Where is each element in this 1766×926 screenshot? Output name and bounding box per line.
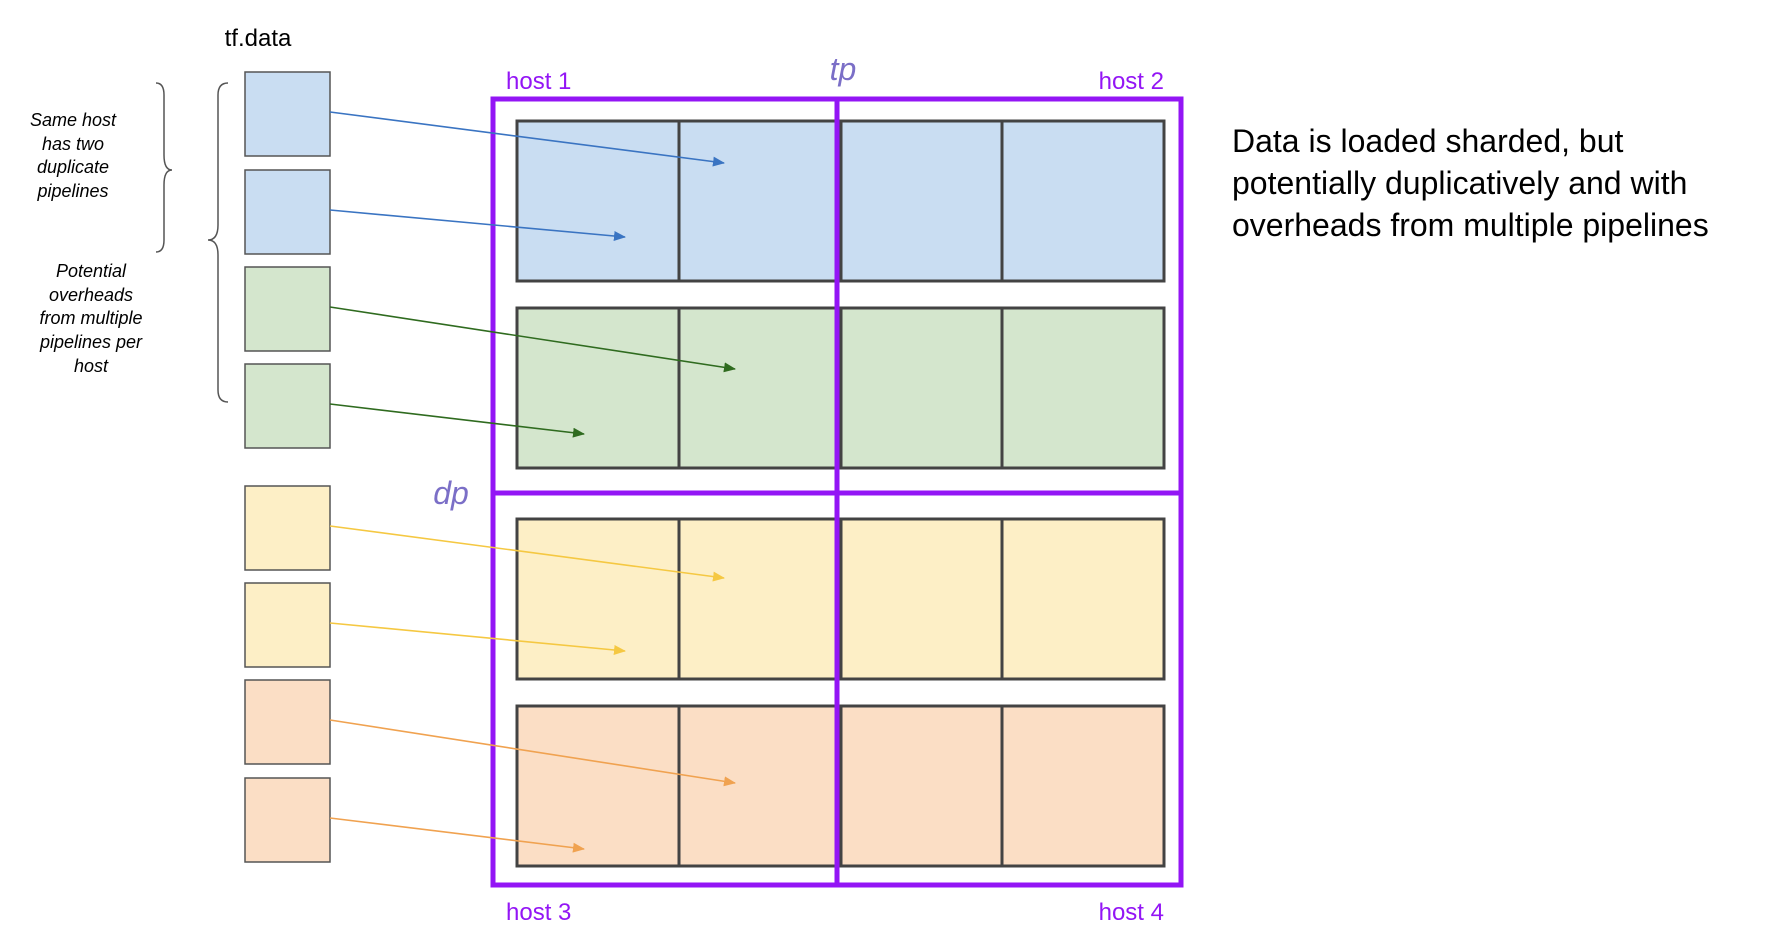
overheads-note: Potential overheads from multiple pipeli… bbox=[39, 261, 143, 376]
duplicate-note: Same host has two duplicate pipelines bbox=[30, 110, 117, 201]
orange-pipeline-box bbox=[244, 777, 331, 863]
blue-pipeline-box bbox=[244, 169, 331, 255]
host-4-label: host 4 bbox=[1099, 899, 1164, 926]
yellow-data-row bbox=[515, 517, 1166, 681]
blue-data-row bbox=[515, 119, 1166, 283]
note-line: from multiple bbox=[39, 308, 142, 328]
description-line: potentially duplicatively and with bbox=[1232, 165, 1687, 201]
sharded-rows bbox=[515, 119, 1166, 868]
note-line: duplicate bbox=[37, 157, 109, 177]
description-line: overheads from multiple pipelines bbox=[1232, 207, 1709, 243]
host-2-label: host 2 bbox=[1099, 68, 1164, 95]
green-data-row bbox=[515, 306, 1166, 470]
tf-data-title: tf.data bbox=[225, 25, 292, 52]
blue-pipeline-box bbox=[244, 71, 331, 157]
yellow-pipeline-arrow bbox=[329, 525, 725, 582]
note-line: pipelines per bbox=[39, 332, 143, 352]
note-line: has two bbox=[42, 134, 104, 154]
blue-pipeline-arrow bbox=[329, 111, 725, 167]
tp-axis-label: tp bbox=[830, 51, 857, 87]
note-line: overheads bbox=[49, 285, 133, 305]
orange-pipeline-box bbox=[244, 679, 331, 765]
dp-axis-label: dp bbox=[433, 475, 469, 511]
yellow-pipeline-arrow bbox=[329, 622, 626, 655]
note-line: Potential bbox=[56, 261, 127, 281]
note-line: pipelines bbox=[36, 181, 108, 201]
host-3-label: host 3 bbox=[506, 899, 571, 926]
yellow-pipeline-box bbox=[244, 582, 331, 668]
yellow-pipeline-box bbox=[244, 485, 331, 571]
green-pipeline-box bbox=[244, 266, 331, 352]
host-1-label: host 1 bbox=[506, 68, 571, 95]
pipeline-arrows bbox=[329, 111, 736, 853]
orange-data-row bbox=[515, 704, 1166, 868]
orange-pipeline-arrow bbox=[329, 719, 736, 787]
orange-pipeline-arrow bbox=[329, 817, 585, 853]
green-pipeline-arrow bbox=[329, 306, 736, 373]
pipeline-boxes bbox=[244, 71, 331, 863]
description-line: Data is loaded sharded, but bbox=[1232, 123, 1623, 159]
blue-pipeline-arrow bbox=[329, 209, 626, 241]
note-line: host bbox=[74, 356, 109, 376]
duplicate-brace bbox=[155, 82, 173, 253]
overheads-brace bbox=[207, 82, 229, 403]
green-pipeline-box bbox=[244, 363, 331, 449]
green-pipeline-arrow bbox=[329, 403, 585, 438]
note-line: Same host bbox=[30, 110, 117, 130]
host-grid bbox=[490, 96, 1184, 888]
